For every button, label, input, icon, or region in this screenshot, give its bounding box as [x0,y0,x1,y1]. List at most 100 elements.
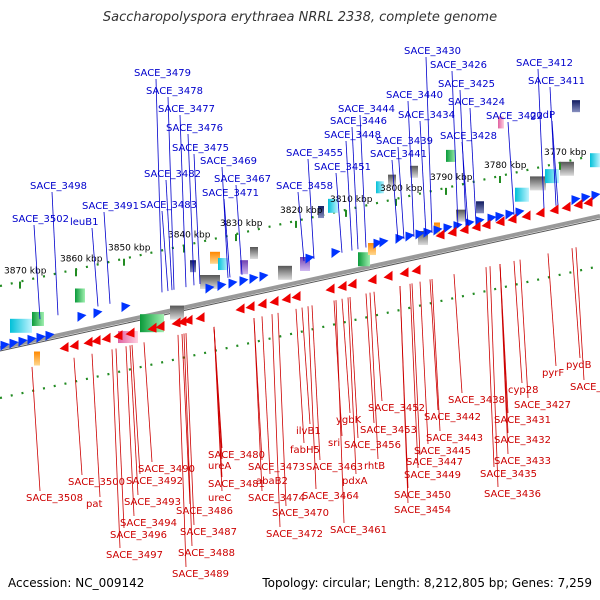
reverse-gene-arrow [113,330,123,341]
label-leader [519,259,529,399]
label-leader [409,283,419,469]
label-leader [469,107,477,224]
reverse-gene-arrow [435,229,445,240]
forward-gene-arrow [45,330,55,341]
reverse-gene-label: ygbK [336,415,362,426]
label-leader [419,281,429,445]
label-leader [489,266,499,488]
label-leader [407,100,415,237]
reverse-gene-label: pydB [566,360,592,371]
feature-block [32,311,44,326]
label-leader [73,357,83,476]
reverse-gene-arrow [171,317,181,328]
reverse-gene-label: SACE_3486 [176,506,233,517]
reverse-gene-arrow [125,327,135,338]
feature-block [515,187,529,202]
reverse-gene-arrow [91,335,101,345]
reverse-gene-label: SACE_3496 [110,530,167,541]
scale-tick-label: 3780 kbp [484,161,527,171]
reverse-gene-arrow [459,224,469,235]
reverse-gene-arrow [235,303,245,314]
reverse-gene-arrow [367,274,377,285]
reverse-gene-arrow [561,201,571,212]
backbone [0,214,600,352]
map-title: Saccharopolyspora erythraea NRRL 2338, c… [102,10,498,25]
label-leader [301,307,311,425]
label-leader [335,300,345,524]
label-leader [425,56,433,233]
reverse-gene-label: SACE_3481 [208,479,265,490]
label-leader [181,333,191,505]
feature-block [560,161,574,176]
forward-gene-label: SACE_3446 [330,116,387,127]
forward-gene-label: SACE_3479 [134,68,191,79]
label-leader [311,305,321,461]
forward-gene-arrow [205,283,215,294]
reverse-gene-label: SACE_3427 [514,400,571,411]
label-leader [213,326,223,449]
forward-gene-label: SACE_3440 [386,90,443,101]
backbone-shadow [0,218,600,352]
reverse-gene-arrow [257,298,267,309]
label-leader [161,210,169,292]
label-leader [453,274,463,394]
reverse-gene-label: SACE_3500 [68,477,125,488]
label-leader [51,191,59,316]
label-leader [485,267,495,468]
forward-gene-label: SACE_3455 [286,148,343,159]
label-leader [131,344,141,475]
reverse-gene-label: ureC [208,493,231,504]
label-leader [349,296,359,439]
forward-gene-arrow [239,276,249,287]
forward-gene-arrow [571,195,581,206]
reverse-gene-label: SACE_3454 [394,505,451,516]
label-leader [391,159,399,241]
forward-gene-label: SACE_3502 [12,214,69,225]
forward-gene-arrow [443,223,453,234]
label-leader [167,96,175,290]
reverse-gene-arrow [291,291,301,301]
forward-gene-label: SACE_3434 [398,110,455,121]
reverse-gene-label: SACE_3464 [302,491,359,502]
feature-block [476,201,484,214]
feature-block [10,318,32,333]
reverse-gene-label: sri [328,438,340,449]
label-leader [411,283,421,456]
label-leader [295,308,305,444]
label-leader [143,342,153,463]
reverse-gene-arrow [347,278,357,289]
feature-block [418,231,428,246]
label-leader [347,297,357,475]
feature-block [456,209,466,222]
forward-gene-label: SACE_3476 [166,123,223,134]
scale-ticks: 3870 kbp 3860 kbp 3850 kbp 3840 kbp 3830 kbp… [4,148,587,289]
reverse-gene-label: SACE_3489 [172,569,229,580]
reverse-gene-label: SACE_3456 [344,440,401,451]
accession-text: Accession: NC_009142 [8,576,145,590]
reverse-gene-arrow [573,198,583,209]
scale-tick-label: 3830 kbp [220,219,263,229]
reverse-gene-label: SACE_3492 [126,476,183,487]
forward-gene-arrow [415,229,425,240]
reverse-gene-arrow [507,213,517,224]
forward-gene-arrow [505,209,515,220]
label-leader [373,291,383,402]
reverse-gene-label: SACE_3452 [368,403,425,414]
reverse-gene-arrow [155,320,165,331]
label-leader [307,306,317,490]
forward-gene-arrow [27,334,37,345]
reverse-gene-label: rhtB [364,461,385,472]
reverse-gene-label: SACE_3470 [272,508,329,519]
reverse-gene-label: SACE_3450 [394,490,451,501]
forward-gene-arrow [9,338,19,349]
topology-summary: Topology: circular; Length: 8,212,805 bp… [262,576,592,590]
scale-tick-label: 3870 kbp [4,267,47,277]
reverse-gene-label: SACE_3431 [494,415,551,426]
label-leader [155,78,163,293]
forward-gene-label: SACE_3475 [172,143,229,154]
forward-gene-arrow [77,311,87,322]
label-leader [223,198,231,278]
feature-block [410,165,418,178]
forward-gene-label: SACE_3478 [146,86,203,97]
